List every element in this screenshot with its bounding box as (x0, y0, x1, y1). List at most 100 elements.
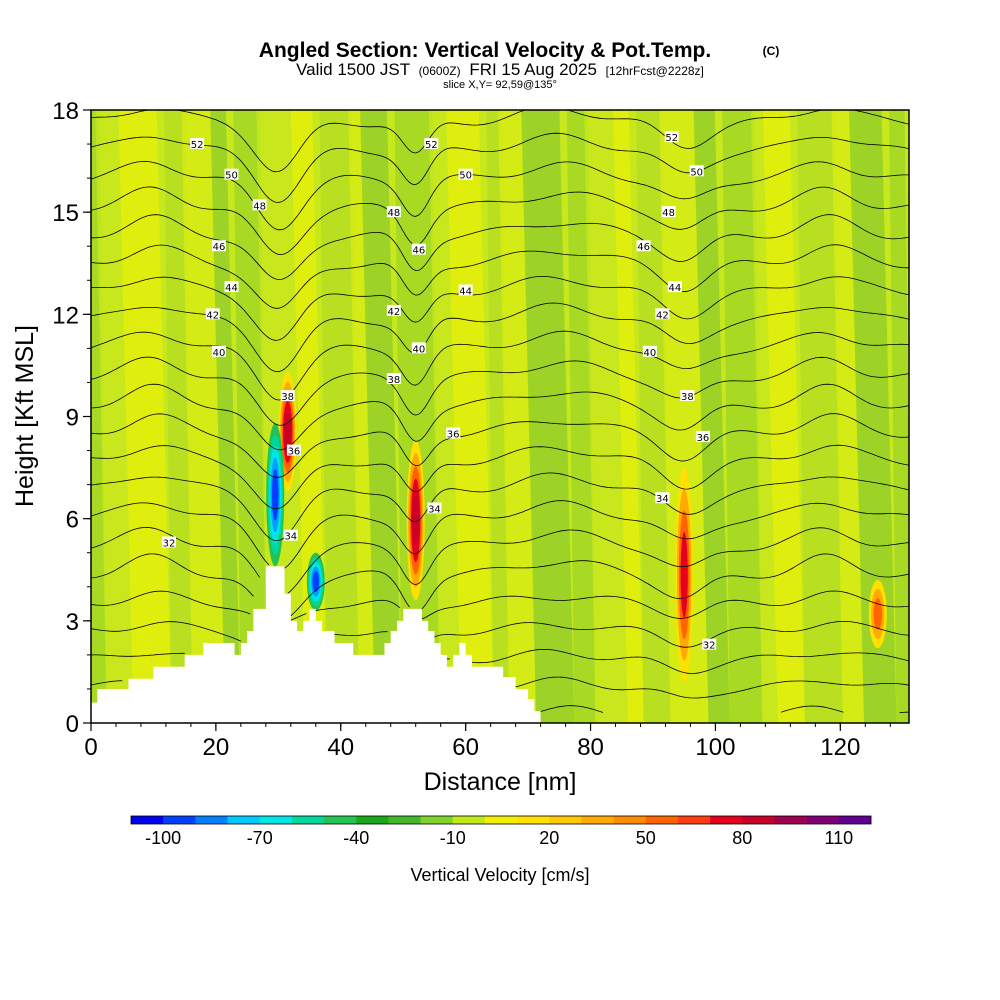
isentrope-label: 50 (224, 168, 239, 182)
isentrope-line (91, 500, 909, 570)
chart-title: Angled Section: Vertical Velocity & Pot.… (259, 39, 711, 62)
svg-text:42: 42 (656, 310, 669, 321)
colorbar-swatch (742, 816, 775, 824)
updraft-cell (412, 491, 419, 550)
isentrope-label: 36 (695, 430, 710, 444)
svg-text:32: 32 (703, 641, 716, 652)
svg-text:40: 40 (412, 344, 425, 355)
isentrope-label: 52 (424, 138, 439, 151)
svg-text:48: 48 (253, 201, 266, 212)
y-tick-label: 15 (52, 200, 79, 227)
svg-text:32: 32 (163, 539, 176, 550)
svg-text:48: 48 (662, 208, 675, 219)
velocity-band (233, 110, 268, 723)
svg-text:40: 40 (643, 348, 656, 359)
isentrope-label: 36 (446, 427, 461, 441)
isentrope-label: 42 (655, 308, 670, 321)
velocity-band (613, 110, 644, 723)
velocity-band (722, 110, 763, 723)
colorbar-title: Vertical Velocity [cm/s] (410, 865, 589, 885)
isentrope-labels: 52 50 48 46 44 42 40 38 36 34 32 52 50 48 46 44 42 40 38 36… (162, 131, 717, 652)
isentrope-label: 52 (190, 138, 205, 151)
downdraft-cell (312, 571, 320, 593)
isentrope-line (91, 356, 909, 426)
isentrope-line (91, 676, 909, 699)
isentrope-label: 40 (212, 345, 227, 359)
chart-subtitle: Valid 1500 JST (0600Z) FRI 15 Aug 2025 [… (296, 60, 704, 79)
colorbar-swatch (484, 816, 518, 824)
svg-text:42: 42 (387, 307, 400, 318)
x-tick-label: 120 (820, 734, 860, 761)
svg-text:46: 46 (412, 246, 425, 257)
isentrope-label: 48 (252, 199, 267, 212)
isentrope-label: 32 (702, 638, 717, 652)
svg-text:36: 36 (447, 430, 460, 441)
isentrope-label: 48 (661, 206, 676, 219)
colorbar-swatch (324, 816, 357, 824)
velocity-band (428, 110, 462, 723)
isentrope-label: 44 (667, 281, 682, 294)
velocity-band (210, 110, 241, 723)
isentrope-label: 44 (458, 284, 473, 297)
svg-text:36: 36 (697, 433, 710, 444)
isentrope-line (91, 383, 909, 451)
subtitle-zulu-time: (0600Z) (419, 64, 461, 78)
y-tick-label: 0 (66, 711, 79, 738)
isentrope-label: 34 (427, 502, 442, 515)
colorbar-swatch (227, 816, 260, 824)
updraft-cell (873, 598, 882, 630)
x-tick-label: 100 (695, 734, 735, 761)
colorbar-tick-label: -100 (145, 828, 181, 848)
isentrope-label: 50 (689, 165, 704, 178)
isentrope-label: 44 (224, 281, 239, 294)
isentrope-label: 32 (162, 536, 177, 550)
colorbar-swatch (452, 816, 486, 824)
velocity-band (693, 110, 730, 723)
colorbar-swatch (163, 816, 196, 824)
isentrope-line (91, 553, 909, 617)
isentrope-line (91, 244, 909, 309)
plot-area: 52 50 48 46 44 42 40 38 36 34 32 52 50 48 46 44 42 40 38 36… (91, 110, 909, 723)
isentrope-label: 38 (386, 373, 401, 386)
colorbar-swatch (420, 816, 454, 824)
svg-text:44: 44 (459, 286, 472, 297)
svg-text:38: 38 (281, 392, 294, 403)
isentrope-label: 40 (642, 345, 657, 359)
subtitle-forecast: [12hrFcst@2228z] (606, 64, 704, 78)
colorbar-swatch (195, 816, 228, 824)
colorbar-swatch (291, 816, 325, 824)
x-tick-label: 60 (452, 734, 479, 761)
isentrope-label: 38 (680, 390, 695, 403)
colorbar-swatch (549, 816, 582, 824)
colorbar-swatch (259, 816, 293, 824)
svg-text:36: 36 (288, 447, 301, 458)
velocity-band (348, 110, 376, 723)
svg-text:46: 46 (213, 242, 226, 253)
colorbar-frame (130, 815, 872, 825)
velocity-band (360, 110, 402, 723)
isentrope-label: 34 (283, 529, 298, 543)
colorbar-tick-label: -10 (440, 828, 466, 848)
y-tick-label: 3 (66, 609, 79, 636)
isentrope-label: 40 (411, 342, 426, 355)
colorbar-swatch (581, 816, 614, 824)
svg-text:44: 44 (225, 283, 238, 294)
isentrope-label: 36 (286, 444, 301, 458)
velocity-band (118, 110, 172, 723)
colorbar-swatch (388, 816, 421, 824)
isentrope-label: 42 (386, 304, 401, 318)
svg-text:48: 48 (387, 208, 400, 219)
isentrope-line (91, 413, 909, 478)
isentrope-label: 48 (386, 206, 401, 219)
downdraft-cell (271, 469, 279, 521)
vertical-velocity-cells (266, 372, 887, 683)
isentrope-label: 46 (411, 243, 426, 257)
isentrope-line (91, 110, 909, 173)
isentrope-label: 46 (636, 240, 651, 253)
svg-text:34: 34 (656, 494, 669, 505)
y-axis-label: Height [Kft MSL] (11, 325, 39, 507)
svg-text:34: 34 (428, 504, 441, 515)
velocity-band (751, 110, 778, 723)
potential-temperature-contours (91, 110, 909, 714)
